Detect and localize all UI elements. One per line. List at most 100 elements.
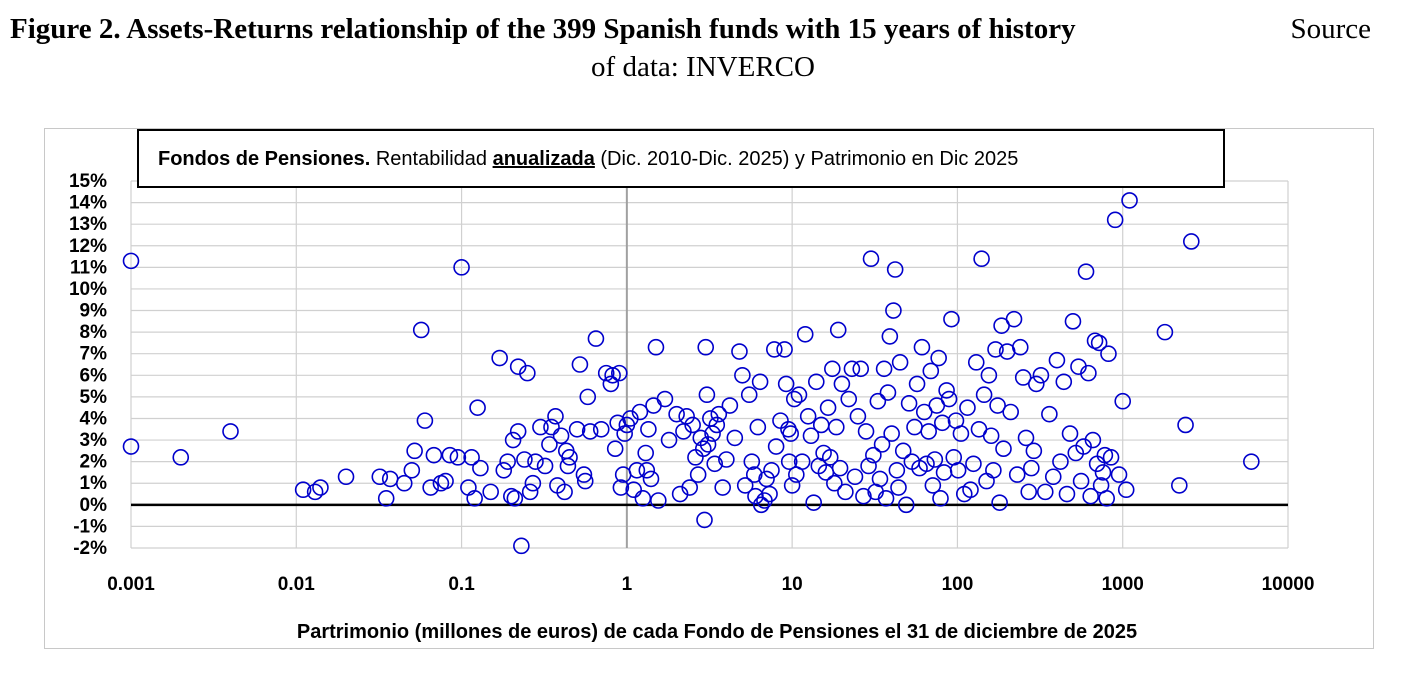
- x-tick-label: 0.001: [107, 574, 155, 595]
- data-point: [767, 438, 785, 455]
- data-point: [840, 390, 858, 408]
- data-point: [1106, 211, 1124, 229]
- data-point: [294, 481, 312, 499]
- data-point: [689, 466, 707, 483]
- data-point: [1025, 442, 1043, 460]
- x-tick-label: 0.01: [278, 574, 315, 595]
- data-point: [576, 472, 594, 490]
- y-tick-label: -2%: [73, 538, 107, 559]
- data-point: [602, 375, 620, 393]
- data-point: [561, 449, 578, 466]
- data-point: [532, 418, 549, 436]
- data-point: [1017, 429, 1035, 447]
- data-point: [509, 358, 527, 375]
- data-point: [1064, 313, 1082, 330]
- data-point: [1002, 403, 1019, 421]
- data-point: [714, 479, 731, 496]
- data-point: [1094, 464, 1112, 481]
- data-point: [687, 449, 704, 466]
- data-point: [940, 390, 958, 408]
- data-point: [1036, 483, 1054, 501]
- y-tick-label: 14%: [69, 193, 107, 214]
- data-point: [783, 477, 801, 494]
- data-point: [1008, 466, 1026, 483]
- data-point: [610, 364, 628, 382]
- data-point: [1072, 472, 1090, 490]
- data-point: [579, 388, 597, 406]
- data-point: [571, 356, 589, 373]
- data-point: [1041, 405, 1058, 423]
- data-point: [1058, 485, 1076, 503]
- data-point: [991, 494, 1008, 511]
- data-point: [506, 490, 524, 507]
- data-point: [172, 449, 190, 466]
- data-point: [556, 483, 573, 501]
- data-point: [886, 261, 904, 278]
- data-point: [656, 390, 674, 408]
- y-tick-label: 11%: [70, 257, 107, 278]
- data-point: [793, 453, 811, 470]
- data-point: [799, 408, 817, 425]
- figure-caption: Figure 2. Assets-Returns relationship of…: [0, 10, 1401, 86]
- data-point: [660, 431, 678, 449]
- data-point: [857, 423, 875, 440]
- data-point: [694, 440, 712, 457]
- data-point: [441, 446, 459, 464]
- data-point: [541, 436, 558, 453]
- data-point: [698, 386, 716, 404]
- data-point: [337, 468, 355, 486]
- data-point: [852, 360, 870, 378]
- data-point: [736, 477, 754, 494]
- y-tick-label: 13%: [69, 214, 107, 235]
- data-point: [761, 485, 778, 503]
- x-tick-label: 10000: [1262, 574, 1315, 595]
- data-point: [862, 250, 880, 268]
- x-axis-ticks: 0.001 0.01 0.1 1 10 100 1000 10000: [107, 574, 1314, 595]
- data-point: [547, 408, 564, 425]
- data-point: [638, 461, 656, 479]
- data-point: [766, 341, 783, 358]
- data-point: [1077, 263, 1095, 280]
- data-point: [1098, 490, 1115, 507]
- data-point: [568, 420, 586, 438]
- data-point: [1243, 453, 1260, 470]
- data-point: [516, 451, 533, 468]
- data-point: [952, 425, 970, 442]
- data-point: [509, 423, 527, 440]
- data-point: [403, 461, 421, 479]
- data-point: [412, 321, 430, 339]
- data-point: [597, 364, 615, 382]
- data-point: [865, 446, 882, 464]
- y-tick-label: 7%: [80, 344, 108, 365]
- data-point: [504, 431, 522, 449]
- data-point: [1121, 192, 1138, 209]
- data-point: [1032, 366, 1050, 384]
- data-point: [938, 382, 955, 399]
- data-point: [513, 537, 530, 555]
- data-point: [935, 464, 953, 481]
- data-point: [463, 449, 480, 466]
- figure-title: Figure 2. Assets-Returns relationship of…: [10, 13, 1076, 45]
- data-point: [1048, 351, 1066, 369]
- y-tick-label: 2%: [80, 452, 108, 473]
- data-point: [543, 418, 560, 436]
- data-point: [1005, 310, 1023, 328]
- data-point: [894, 442, 912, 460]
- data-point: [821, 449, 839, 466]
- data-point: [371, 468, 389, 486]
- chart-frame: [44, 128, 1374, 649]
- data-point: [637, 444, 654, 462]
- data-point: [1183, 233, 1200, 250]
- data-point: [752, 496, 770, 514]
- chart-title-box: [137, 129, 1225, 188]
- data-point: [678, 408, 695, 425]
- data-point: [1082, 487, 1099, 505]
- data-point: [918, 455, 935, 473]
- x-tick-label: 1000: [1102, 574, 1144, 595]
- y-tick-label: 0%: [80, 495, 108, 516]
- data-point: [908, 375, 926, 393]
- data-point: [978, 472, 995, 490]
- data-point: [642, 470, 660, 488]
- data-point: [924, 477, 942, 494]
